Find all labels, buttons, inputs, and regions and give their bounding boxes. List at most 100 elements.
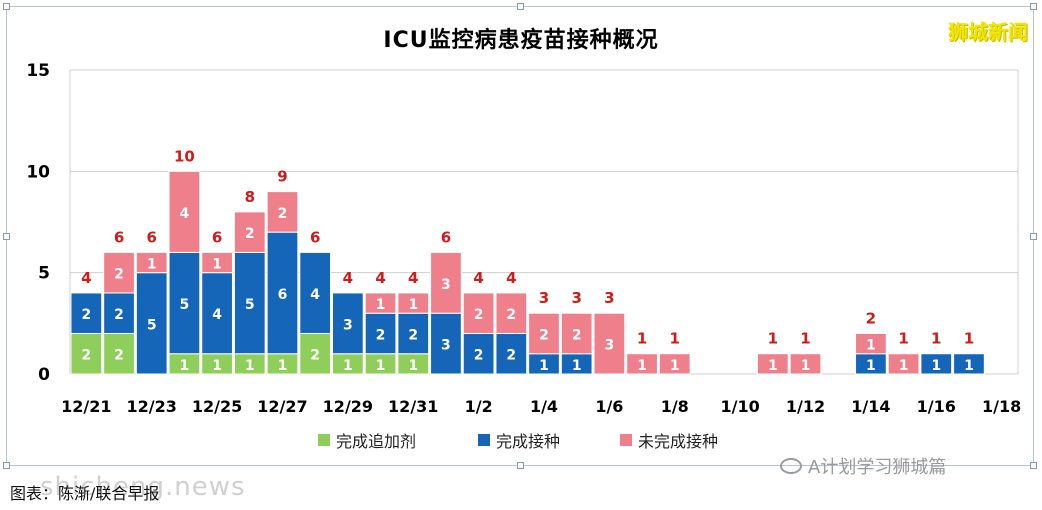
bar-label-partial: 1 [212,257,222,273]
bar-label-full: 1 [539,358,549,374]
bar-label-partial: 3 [605,338,615,354]
bar-segment-partial [462,292,495,334]
bar-total-label: 4 [375,269,385,287]
bar-total-label: 8 [245,188,255,206]
bar-label-partial: 2 [572,327,582,343]
bar-label-full: 2 [376,327,386,343]
bar-label-booster: 1 [408,358,418,374]
bar-label-partial: 2 [474,307,484,323]
bar-total-label: 1 [768,330,778,348]
bar-label-partial: 1 [637,358,647,374]
resize-handle-top-center[interactable] [517,3,524,10]
resize-handle-bottom-center[interactable] [517,462,524,469]
bar-total-label: 3 [604,289,614,307]
bar-label-partial: 1 [670,358,680,374]
x-tick-label: 1/6 [595,397,623,416]
bar-segment-full [266,231,299,355]
bar-segment-partial [495,292,528,334]
bar-total-label: 6 [310,228,320,246]
bar-segment-partial [887,353,920,375]
resize-handle-bottom-left[interactable] [3,462,10,469]
bar-label-booster: 1 [180,358,190,374]
bar-segment-partial [430,251,462,314]
bar-label-booster: 2 [81,348,91,364]
brand-watermark: 狮城新闻 [948,20,1028,44]
bar-label-full: 6 [278,287,288,303]
bar-label-booster: 1 [343,358,353,374]
bar-segment-full [201,272,233,355]
bar-segment-partial [626,353,658,375]
bar-label-partial: 1 [147,257,157,273]
bar-segment-partial [266,191,299,233]
stacked-bar-chart: 0510152242226516154101416152816292461341… [26,61,1021,416]
bar-segment-booster [299,332,332,375]
bar-total-label: 3 [571,289,581,307]
bar-label-full: 4 [310,287,320,303]
resize-handle-middle-left[interactable] [3,233,10,240]
bar-label-partial: 2 [506,307,516,323]
bar-label-partial: 4 [180,206,190,222]
bar-label-full: 5 [245,297,255,313]
x-tick-label: 1/10 [721,397,760,416]
x-tick-label: 12/23 [127,397,177,416]
bar-total-label: 6 [441,228,451,246]
bar-label-full: 2 [506,348,516,364]
bar-label-partial: 1 [899,358,909,374]
bar-label-booster: 1 [212,358,222,374]
bar-total-label: 9 [277,168,287,186]
bar-segment-partial [756,353,789,375]
chart-title: ICU监控病患疫苗接种概况 [383,28,659,53]
bar-segment-partial [855,332,887,355]
bar-total-label: 3 [539,289,549,307]
bar-segment-full [168,251,201,355]
x-tick-label: 12/31 [388,397,438,416]
legend-item-partial: 未完成接种 [620,428,718,452]
source-note: 图表：陈渐/联合早报 [10,484,160,503]
resize-handle-top-right[interactable] [1030,3,1037,10]
resize-handle-top-left[interactable] [3,3,10,10]
bar-total-label: 10 [174,147,195,165]
bar-total-label: 1 [800,330,810,348]
bar-label-full: 3 [343,317,353,333]
resize-handle-middle-right[interactable] [1030,233,1037,240]
x-tick-label: 12/27 [257,397,307,416]
bar-segment-full [70,292,103,334]
legend-swatch-booster [318,434,330,446]
bar-total-label: 1 [898,330,908,348]
bar-total-label: 1 [637,330,647,348]
legend-label-partial: 未完成接种 [638,432,719,451]
bar-total-label: 4 [81,269,91,287]
bar-label-full: 4 [212,307,222,323]
bar-label-booster: 1 [278,358,288,374]
legend-item-full: 完成接种 [478,428,560,452]
bar-segment-booster [103,332,135,375]
bar-label-partial: 2 [114,267,124,283]
wechat-icon [780,458,802,474]
x-tick-label: 1/2 [465,397,493,416]
bar-label-partial: 2 [278,206,288,222]
resize-handle-bottom-right[interactable] [1030,462,1037,469]
bar-label-full: 1 [931,358,941,374]
bar-segment-partial [528,312,560,355]
bar-label-partial: 1 [376,297,386,313]
legend-swatch-full [478,434,490,446]
bar-total-label: 1 [670,330,680,348]
bar-segment-full [299,251,332,334]
bar-total-label: 4 [343,269,353,287]
y-tick-label: 5 [38,264,50,284]
x-tick-label: 1/4 [530,397,558,416]
bar-label-full: 2 [408,327,418,343]
bar-label-full: 2 [474,348,484,364]
wechat-watermark: A计划学习狮城篇 [780,453,946,479]
legend-label-booster: 完成追加剂 [336,432,417,451]
y-tick-label: 10 [26,162,50,182]
bar-total-label: 4 [506,269,516,287]
bar-segment-full [103,292,135,334]
bar-label-full: 1 [572,358,582,374]
bar-label-partial: 2 [245,226,255,242]
bar-segment-partial [201,251,233,274]
bar-total-label: 6 [212,228,222,246]
bar-total-label: 6 [114,228,124,246]
y-tick-label: 15 [26,61,50,81]
bar-segment-partial [364,292,397,314]
